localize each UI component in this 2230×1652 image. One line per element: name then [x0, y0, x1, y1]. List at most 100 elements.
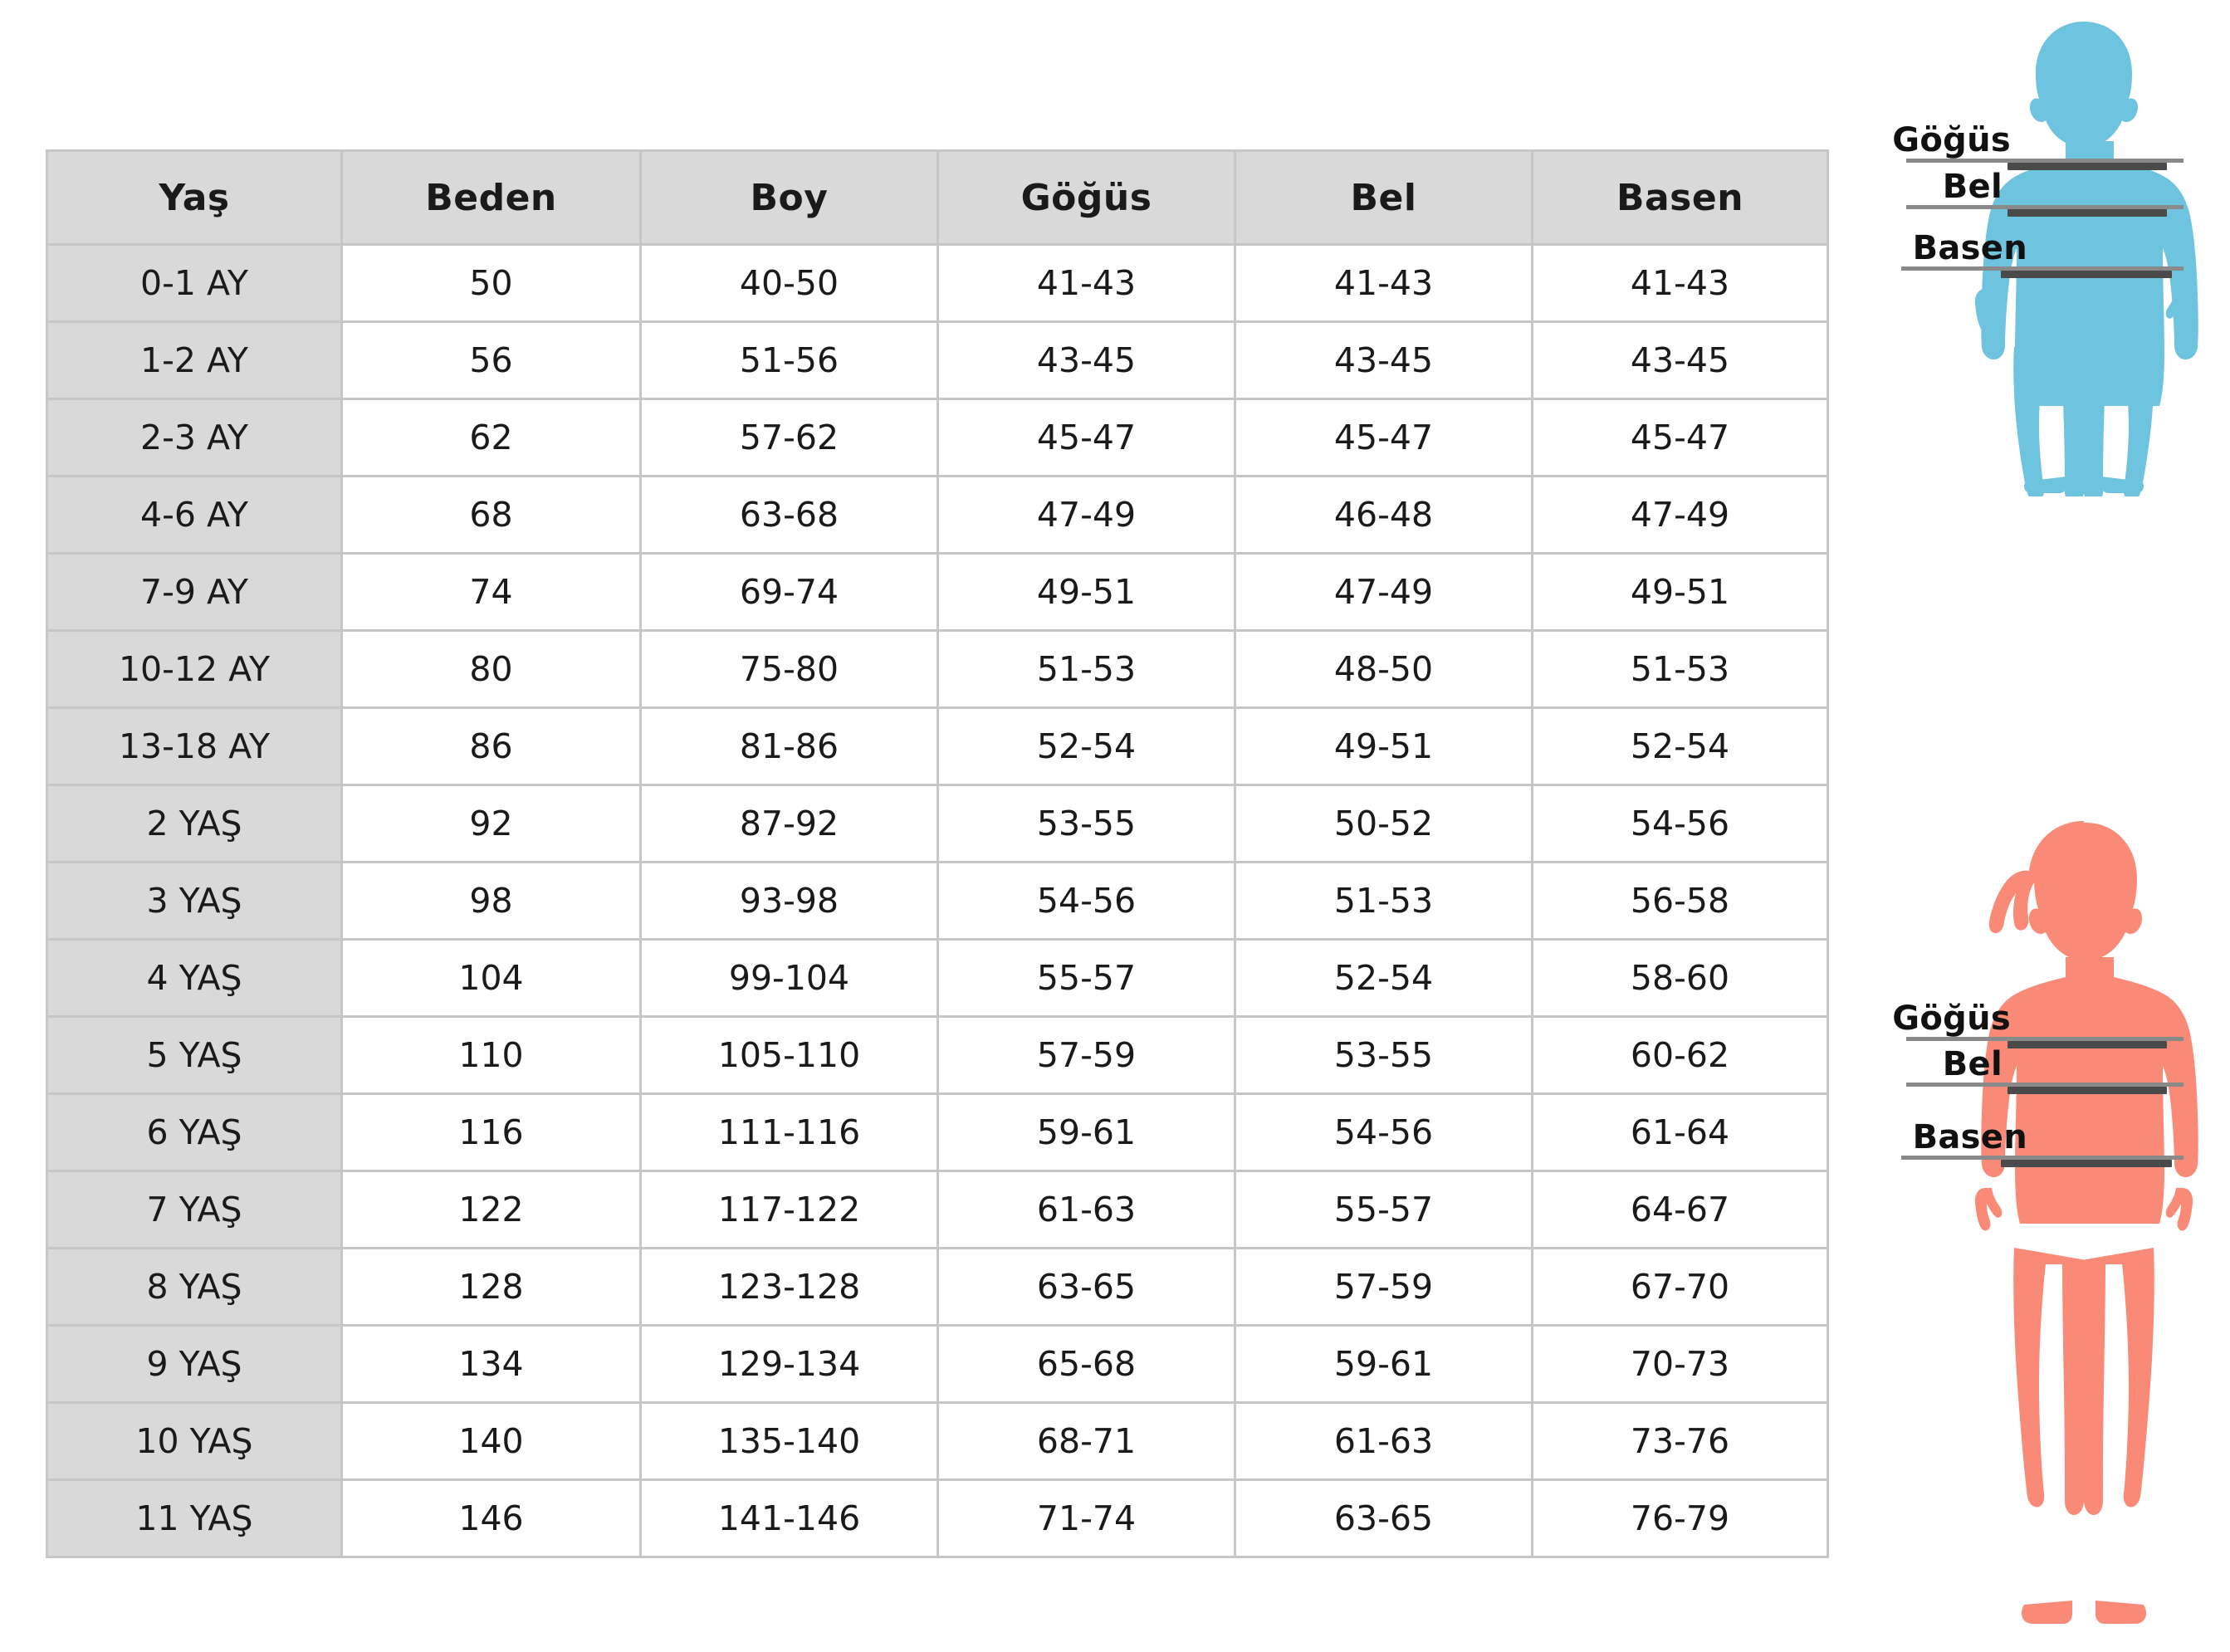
table-cell-age: 2 YAŞ — [46, 784, 343, 863]
table-row: 10 YAŞ 140 135-140 68-71 61-63 73-76 — [46, 1401, 1829, 1481]
girl-waist-measure-group: Bel — [1835, 1045, 2184, 1087]
table-cell-basen: 70-73 — [1531, 1324, 1829, 1404]
table-cell-bel: 51-53 — [1234, 861, 1533, 941]
table-cell-boy: 111-116 — [639, 1092, 939, 1172]
table-cell-boy: 63-68 — [639, 475, 939, 555]
boy-waist-band — [2007, 209, 2167, 217]
table-cell-beden: 146 — [340, 1478, 642, 1558]
table-cell-boy: 40-50 — [639, 243, 939, 323]
column-header-yas: Yaş — [46, 149, 343, 246]
table-cell-gogus: 65-68 — [937, 1324, 1236, 1404]
table-cell-gogus: 53-55 — [937, 784, 1236, 863]
table-cell-basen: 41-43 — [1531, 243, 1829, 323]
table-cell-boy: 117-122 — [639, 1170, 939, 1249]
table-cell-basen: 49-51 — [1531, 552, 1829, 632]
table-row: 2 YAŞ 92 87-92 53-55 50-52 54-56 — [46, 784, 1829, 863]
table-cell-gogus: 47-49 — [937, 475, 1236, 555]
table-cell-gogus: 49-51 — [937, 552, 1236, 632]
table-cell-beden: 92 — [340, 784, 642, 863]
table-cell-basen: 58-60 — [1531, 938, 1829, 1018]
table-row: 10-12 AY 80 75-80 51-53 48-50 51-53 — [46, 629, 1829, 709]
table-cell-boy: 75-80 — [639, 629, 939, 709]
table-row: 4-6 AY 68 63-68 47-49 46-48 47-49 — [46, 475, 1829, 555]
table-row: 0-1 AY 50 40-50 41-43 41-43 41-43 — [46, 243, 1829, 323]
table-cell-bel: 54-56 — [1234, 1092, 1533, 1172]
table-cell-bel: 61-63 — [1234, 1401, 1533, 1481]
table-cell-gogus: 57-59 — [937, 1015, 1236, 1095]
table-cell-age: 10 YAŞ — [46, 1401, 343, 1481]
table-cell-beden: 134 — [340, 1324, 642, 1404]
boy-hip-label: Basen — [1912, 229, 2027, 267]
table-cell-basen: 61-64 — [1531, 1092, 1829, 1172]
table-cell-bel: 57-59 — [1234, 1247, 1533, 1327]
table-cell-bel: 45-47 — [1234, 398, 1533, 477]
table-cell-beden: 110 — [340, 1015, 642, 1095]
table-row: 6 YAŞ 116 111-116 59-61 54-56 61-64 — [46, 1092, 1829, 1172]
table-cell-beden: 116 — [340, 1092, 642, 1172]
table-cell-basen: 43-45 — [1531, 320, 1829, 400]
table-cell-boy: 123-128 — [639, 1247, 939, 1327]
column-header-basen: Basen — [1531, 149, 1829, 246]
boy-hip-leader-line — [1901, 266, 2184, 271]
size-chart-table-container: Yaş Beden Boy Göğüs Bel Basen 0-1 AY 50 40… — [46, 149, 1829, 1558]
table-cell-gogus: 68-71 — [937, 1401, 1236, 1481]
girl-chest-leader-line — [1906, 1037, 2184, 1041]
table-cell-age: 10-12 AY — [46, 629, 343, 709]
boy-hip-measure-group: Basen — [1835, 229, 2184, 271]
table-cell-bel: 52-54 — [1234, 938, 1533, 1018]
table-cell-bel: 47-49 — [1234, 552, 1533, 632]
girl-waist-label: Bel — [1942, 1045, 2003, 1083]
table-row: 8 YAŞ 128 123-128 63-65 57-59 67-70 — [46, 1247, 1829, 1327]
table-cell-beden: 86 — [340, 706, 642, 786]
table-cell-age: 2-3 AY — [46, 398, 343, 477]
boy-waist-label: Bel — [1942, 168, 2003, 206]
table-cell-bel: 41-43 — [1234, 243, 1533, 323]
table-cell-basen: 73-76 — [1531, 1401, 1829, 1481]
column-header-boy: Boy — [639, 149, 939, 246]
table-cell-beden: 50 — [340, 243, 642, 323]
table-row: 2-3 AY 62 57-62 45-47 45-47 45-47 — [46, 398, 1829, 477]
table-cell-gogus: 45-47 — [937, 398, 1236, 477]
table-cell-bel: 63-65 — [1234, 1478, 1533, 1558]
table-row: 1-2 AY 56 51-56 43-45 43-45 43-45 — [46, 320, 1829, 400]
table-cell-basen: 52-54 — [1531, 706, 1829, 786]
table-cell-beden: 104 — [340, 938, 642, 1018]
table-row: 7-9 AY 74 69-74 49-51 47-49 49-51 — [46, 552, 1829, 632]
table-cell-gogus: 52-54 — [937, 706, 1236, 786]
table-cell-boy: 57-62 — [639, 398, 939, 477]
table-cell-gogus: 55-57 — [937, 938, 1236, 1018]
table-cell-age: 11 YAŞ — [46, 1478, 343, 1558]
table-cell-beden: 128 — [340, 1247, 642, 1327]
table-cell-age: 3 YAŞ — [46, 861, 343, 941]
table-cell-basen: 76-79 — [1531, 1478, 1829, 1558]
table-cell-age: 7 YAŞ — [46, 1170, 343, 1249]
table-cell-age: 7-9 AY — [46, 552, 343, 632]
size-chart-table: Yaş Beden Boy Göğüs Bel Basen 0-1 AY 50 40… — [46, 149, 1829, 1558]
boy-chest-label: Göğüs — [1892, 121, 2011, 159]
table-cell-basen: 56-58 — [1531, 861, 1829, 941]
table-row: 9 YAŞ 134 129-134 65-68 59-61 70-73 — [46, 1324, 1829, 1404]
table-cell-bel: 59-61 — [1234, 1324, 1533, 1404]
table-cell-boy: 87-92 — [639, 784, 939, 863]
table-cell-boy: 129-134 — [639, 1324, 939, 1404]
column-header-bel: Bel — [1234, 149, 1533, 246]
table-cell-age: 6 YAŞ — [46, 1092, 343, 1172]
table-row: 7 YAŞ 122 117-122 61-63 55-57 64-67 — [46, 1170, 1829, 1249]
table-cell-boy: 99-104 — [639, 938, 939, 1018]
table-cell-boy: 105-110 — [639, 1015, 939, 1095]
girl-figure-block: Göğüs Bel Basen — [1835, 809, 2230, 1640]
girl-waist-band — [2007, 1087, 2167, 1094]
table-cell-beden: 140 — [340, 1401, 642, 1481]
table-cell-beden: 56 — [340, 320, 642, 400]
table-cell-boy: 141-146 — [639, 1478, 939, 1558]
boy-waist-leader-line — [1906, 205, 2184, 209]
girl-silhouette-icon — [1974, 821, 2198, 1624]
table-cell-boy: 51-56 — [639, 320, 939, 400]
table-cell-bel: 46-48 — [1234, 475, 1533, 555]
girl-chest-label: Göğüs — [1892, 1000, 2011, 1038]
table-row: 3 YAŞ 98 93-98 54-56 51-53 56-58 — [46, 861, 1829, 941]
table-cell-basen: 51-53 — [1531, 629, 1829, 709]
table-cell-boy: 69-74 — [639, 552, 939, 632]
table-cell-gogus: 71-74 — [937, 1478, 1236, 1558]
girl-hip-label: Basen — [1912, 1118, 2027, 1156]
